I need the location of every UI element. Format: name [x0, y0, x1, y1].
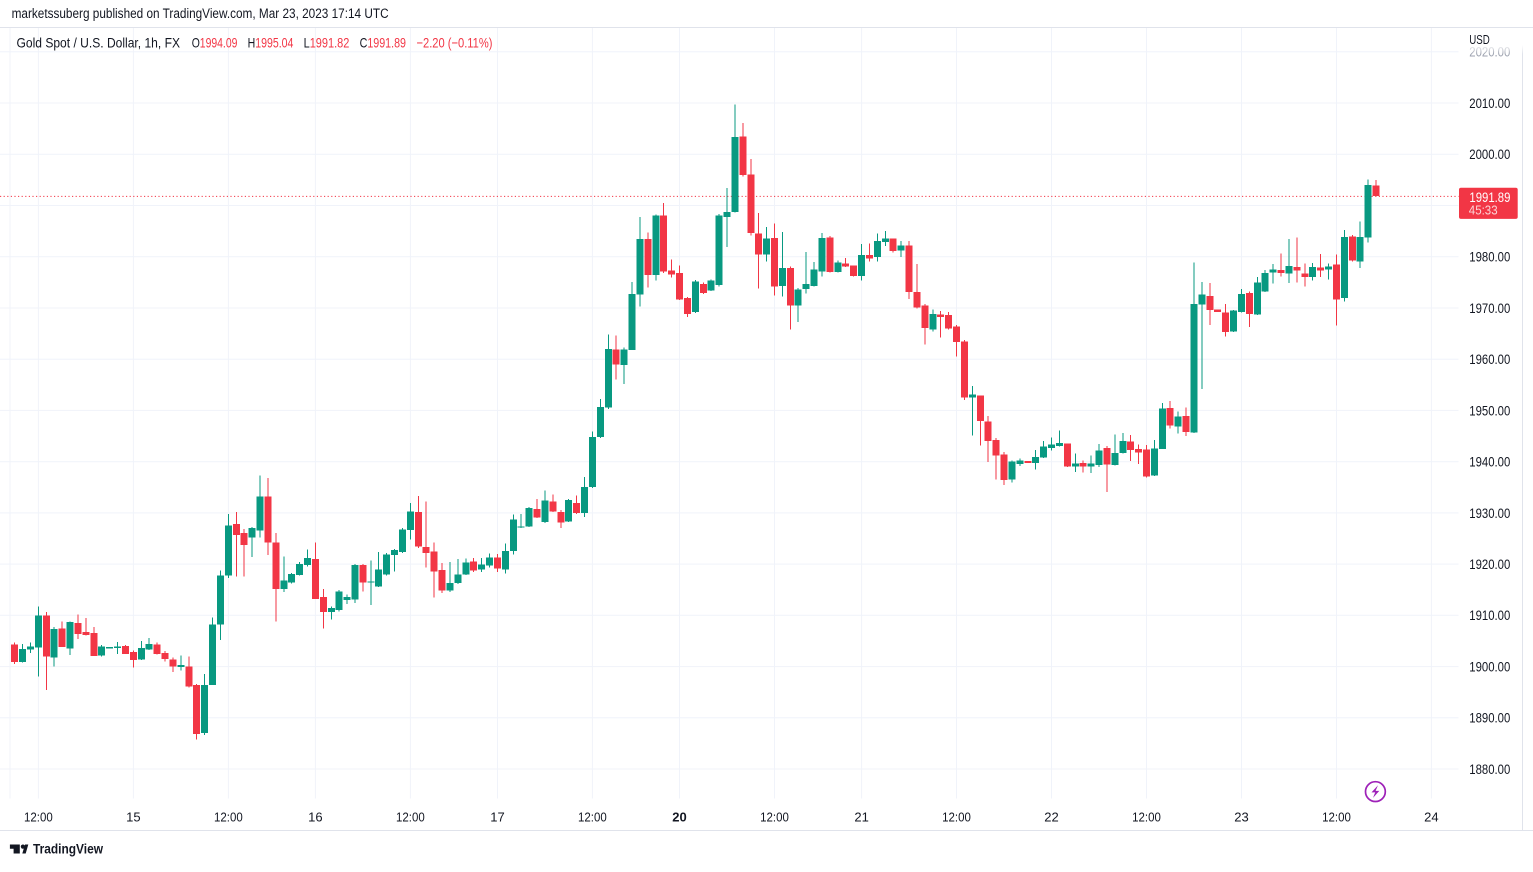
svg-text:1970.00: 1970.00 [1469, 301, 1510, 316]
svg-text:21: 21 [854, 809, 868, 824]
svg-text:1980.00: 1980.00 [1469, 250, 1510, 265]
svg-text:12:00: 12:00 [396, 809, 425, 824]
svg-text:12:00: 12:00 [214, 809, 243, 824]
svg-text:12:00: 12:00 [1322, 809, 1351, 824]
svg-text:1950.00: 1950.00 [1469, 403, 1510, 418]
svg-text:1991.89: 1991.89 [1469, 189, 1510, 205]
svg-text:1940.00: 1940.00 [1469, 455, 1510, 470]
svg-text:15: 15 [126, 809, 140, 824]
svg-text:1910.00: 1910.00 [1469, 608, 1510, 623]
svg-text:17: 17 [490, 809, 504, 824]
svg-text:12:00: 12:00 [578, 809, 607, 824]
svg-text:H1995.04: H1995.04 [248, 35, 294, 51]
svg-text:1920.00: 1920.00 [1469, 557, 1510, 572]
svg-text:Gold Spot / U.S. Dollar, 1h, F: Gold Spot / U.S. Dollar, 1h, FX [17, 35, 181, 51]
svg-text:1930.00: 1930.00 [1469, 506, 1510, 521]
svg-text:1880.00: 1880.00 [1469, 762, 1510, 777]
svg-text:2010.00: 2010.00 [1469, 96, 1510, 111]
svg-text:2000.00: 2000.00 [1469, 147, 1510, 162]
svg-text:1890.00: 1890.00 [1469, 711, 1510, 726]
svg-text:O1994.09: O1994.09 [192, 35, 238, 51]
svg-text:20: 20 [672, 809, 686, 824]
svg-text:L1991.82: L1991.82 [304, 35, 350, 51]
svg-text:−2.20 (−0.11%): −2.20 (−0.11%) [417, 35, 493, 51]
svg-text:12:00: 12:00 [1132, 809, 1161, 824]
svg-text:1960.00: 1960.00 [1469, 352, 1510, 367]
svg-text:12:00: 12:00 [24, 809, 53, 824]
svg-text:1900.00: 1900.00 [1469, 660, 1510, 675]
svg-text:marketssuberg published on Tra: marketssuberg published on TradingView.c… [12, 6, 389, 21]
svg-text:24: 24 [1424, 809, 1438, 824]
svg-text:C1991.89: C1991.89 [360, 35, 407, 51]
svg-text:TradingView: TradingView [33, 842, 103, 857]
svg-text:12:00: 12:00 [760, 809, 789, 824]
svg-text:23: 23 [1234, 809, 1248, 824]
svg-text:22: 22 [1044, 809, 1058, 824]
svg-text:16: 16 [308, 809, 322, 824]
svg-text:USD: USD [1469, 32, 1490, 47]
svg-text:45:33: 45:33 [1469, 204, 1498, 218]
svg-text:12:00: 12:00 [942, 809, 971, 824]
